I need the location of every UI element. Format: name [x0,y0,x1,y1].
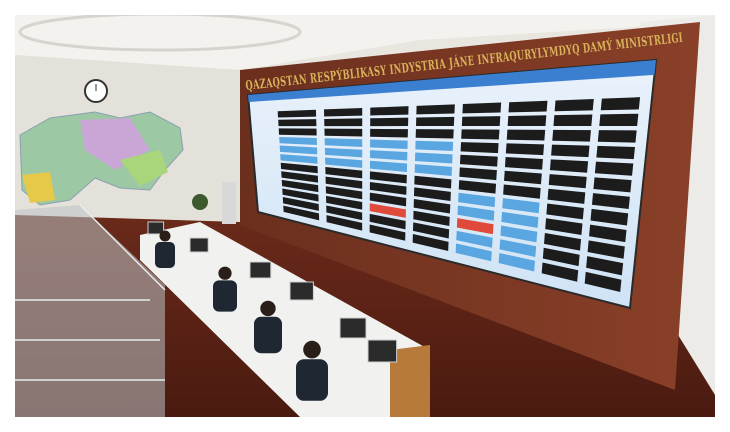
screen-cell [553,115,592,126]
screen-cell [599,114,638,126]
screen-cell [324,108,362,117]
plant [192,194,208,210]
monitor [190,238,208,252]
screen-cell [324,118,362,126]
screen-cell [552,130,591,142]
screen-cell [370,129,408,138]
screen-cell [509,101,548,113]
screen-cell [601,97,640,110]
screen-cell [596,146,635,159]
screen-cell [462,116,500,126]
screen-cell [278,119,316,126]
screen-cell [507,130,545,141]
operator-head [260,301,275,316]
monitor [290,282,313,300]
cabinet [222,182,236,224]
monitor [250,262,271,278]
operator-head [160,231,171,242]
screen-cell [598,130,637,142]
screen-cell [506,143,544,155]
operator-body [254,317,282,353]
operator-head [303,341,321,359]
screen-cell [461,129,499,139]
screen-cell [324,129,362,137]
operator-body [296,359,328,401]
screen-cell [415,141,453,151]
screen-cell [370,106,408,115]
screen-cell [416,104,455,114]
operator-body [213,280,237,311]
page: {"wall_sign": {"text": "QAZAQSTAN RESPÝB… [0,0,730,432]
screen-cell [279,128,317,135]
monitor [340,318,366,338]
screen-cell [416,129,454,138]
operator-body [155,242,175,268]
screen-cell [370,118,408,126]
screen-cell [551,145,589,158]
screen-cell [555,99,594,111]
screen-cell [461,142,499,153]
screen-cell [508,115,547,126]
photo: QAZAQSTAN RESPÝBLIKASY INDYSTRIA JÁNE IN… [0,0,730,432]
screen-cell [462,103,501,114]
operator-head [218,267,231,280]
screen-cell [416,117,454,126]
monitor [368,340,397,362]
